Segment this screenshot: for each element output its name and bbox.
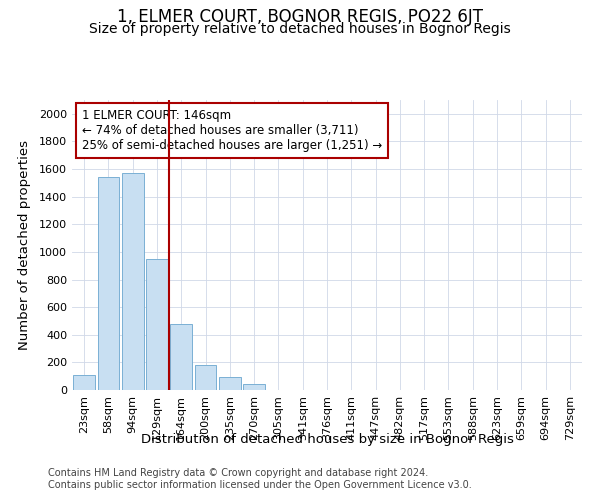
Bar: [146, 259, 168, 390]
Text: Contains public sector information licensed under the Open Government Licence v3: Contains public sector information licen…: [48, 480, 472, 490]
Text: Distribution of detached houses by size in Bognor Regis: Distribution of detached houses by size …: [140, 432, 514, 446]
Text: Size of property relative to detached houses in Bognor Regis: Size of property relative to detached ho…: [89, 22, 511, 36]
Text: 1, ELMER COURT, BOGNOR REGIS, PO22 6JT: 1, ELMER COURT, BOGNOR REGIS, PO22 6JT: [117, 8, 483, 26]
Bar: [122, 172, 143, 390]
Bar: [243, 384, 265, 390]
Y-axis label: Number of detached properties: Number of detached properties: [17, 140, 31, 350]
Bar: [170, 324, 192, 390]
Bar: [194, 365, 217, 390]
Text: 1 ELMER COURT: 146sqm
← 74% of detached houses are smaller (3,711)
25% of semi-d: 1 ELMER COURT: 146sqm ← 74% of detached …: [82, 108, 382, 152]
Bar: [219, 377, 241, 390]
Bar: [73, 375, 95, 390]
Bar: [97, 178, 119, 390]
Text: Contains HM Land Registry data © Crown copyright and database right 2024.: Contains HM Land Registry data © Crown c…: [48, 468, 428, 477]
